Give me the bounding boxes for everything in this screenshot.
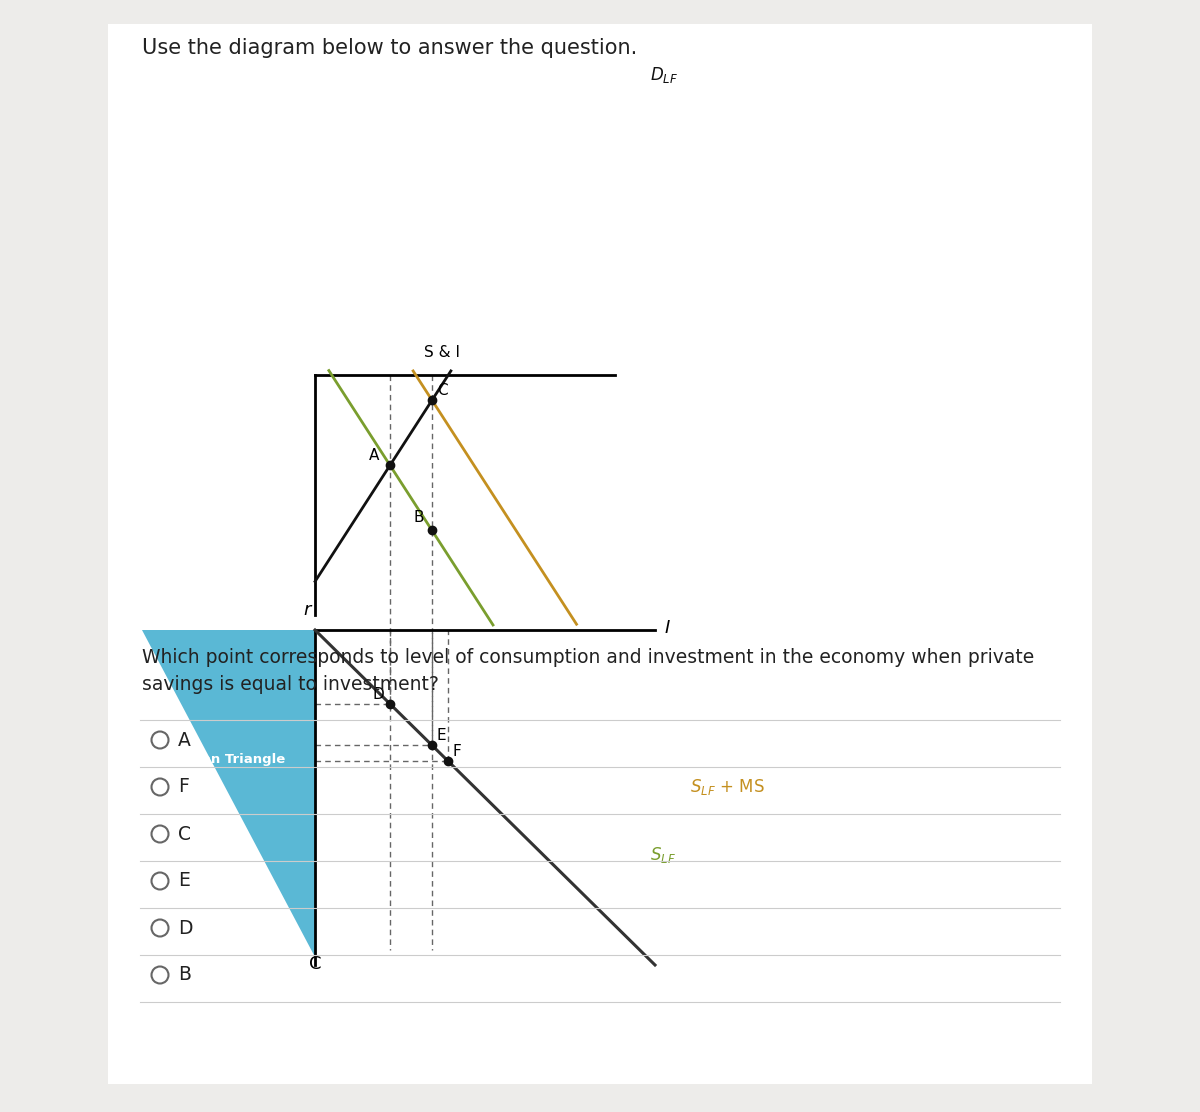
Text: C: C [308,955,322,973]
Text: I: I [665,619,671,637]
Text: Hayekian Triangle: Hayekian Triangle [151,754,286,766]
Text: $S_{LF}$ + MS: $S_{LF}$ + MS [690,777,764,797]
Text: Which point corresponds to level of consumption and investment in the economy wh: Which point corresponds to level of cons… [142,648,1034,694]
Text: S & I: S & I [424,345,460,360]
Text: E: E [437,728,446,743]
Text: E: E [178,872,190,891]
Text: Use the diagram below to answer the question.: Use the diagram below to answer the ques… [142,38,637,58]
Text: A: A [178,731,191,749]
Text: D: D [372,687,384,702]
FancyBboxPatch shape [108,24,1092,1084]
Text: B: B [414,510,424,525]
Text: A: A [368,448,379,464]
Text: F: F [454,744,462,759]
Text: C: C [178,824,191,844]
Text: $D_{LF}$: $D_{LF}$ [650,66,678,86]
Text: r: r [304,600,311,619]
Polygon shape [142,631,314,957]
Text: F: F [178,777,188,796]
Text: D: D [178,919,192,937]
Text: B: B [178,965,191,984]
Text: $S_{LF}$: $S_{LF}$ [650,845,676,865]
Text: C: C [437,384,448,398]
